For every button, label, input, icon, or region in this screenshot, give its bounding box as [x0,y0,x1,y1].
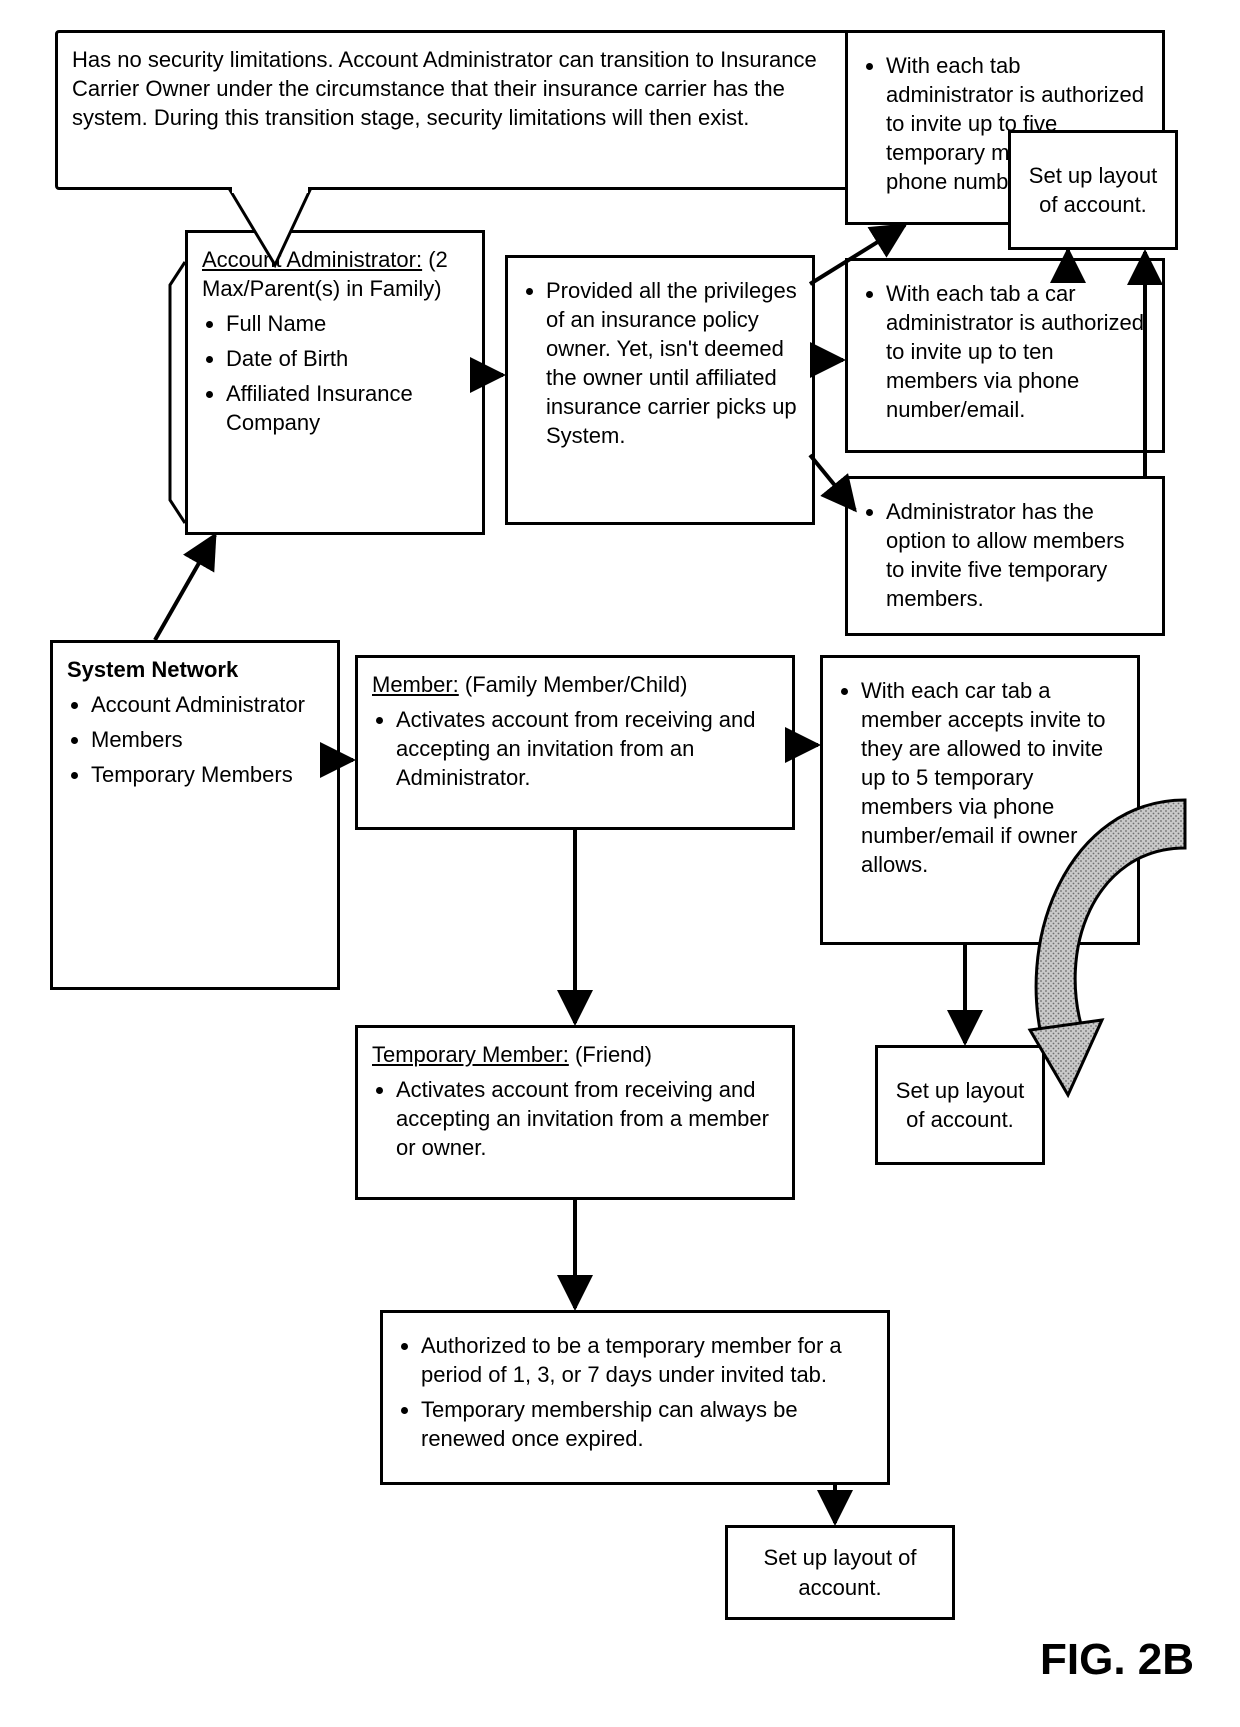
edge [155,535,215,640]
node-temp-auth: Authorized to be a temporary member for … [380,1310,890,1485]
text: Has no security limitations. Account Adm… [72,47,817,130]
list-item: Administrator has the option to allow me… [886,497,1148,613]
speech-bubble-top: Has no security limitations. Account Adm… [55,30,870,190]
node-admin-allow-five: Administrator has the option to allow me… [845,476,1165,636]
list-item: Full Name [226,309,468,338]
text: Set up layout of account. [892,1076,1028,1134]
list-item: Activates account from receiving and acc… [396,1075,778,1162]
list-item: Members [91,725,323,754]
node-system-network: System Network Account Administrator Mem… [50,640,340,990]
list-item: Provided all the privileges of an insura… [546,276,798,450]
subtitle: (Friend) [575,1042,652,1067]
list: Activates account from receiving and acc… [396,705,778,792]
list: Account Administrator Members Temporary … [91,690,323,789]
list: Authorized to be a temporary member for … [421,1331,873,1453]
node-member: Member: (Family Member/Child) Activates … [355,655,795,830]
title: System Network [67,657,238,682]
figure-label: FIG. 2B [1040,1635,1194,1685]
list-item: Temporary membership can always be renew… [421,1395,873,1453]
list-item: Authorized to be a temporary member for … [421,1331,873,1389]
node-member-car-five: With each car tab a member accepts invit… [820,655,1140,945]
list-item: Temporary Members [91,760,323,789]
list: With each tab a car administrator is aut… [886,279,1148,424]
node-temporary-member: Temporary Member: (Friend) Activates acc… [355,1025,795,1200]
list: With each car tab a member accepts invit… [861,676,1123,879]
title: Member: [372,672,459,697]
subtitle: (Family Member/Child) [465,672,687,697]
list-item: With each tab a car administrator is aut… [886,279,1148,424]
list: Provided all the privileges of an insura… [546,276,798,450]
node-setup-one: Set up layout of account. [1008,130,1178,250]
list: Activates account from receiving and acc… [396,1075,778,1162]
node-setup-two: Set up layout of account. [875,1045,1045,1165]
list-item: With each car tab a member accepts invit… [861,676,1123,879]
list-item: Account Administrator [91,690,323,719]
node-car-tab-ten: With each tab a car administrator is aut… [845,258,1165,453]
node-account-administrator: Account Administrator: (2 Max/Parent(s) … [185,230,485,535]
list: Full Name Date of Birth Affiliated Insur… [226,309,468,437]
title: Temporary Member: [372,1042,569,1067]
title: Account Administrator: [202,247,422,272]
text: FIG. 2B [1040,1635,1194,1684]
list-item: Activates account from receiving and acc… [396,705,778,792]
list-item: Affiliated Insurance Company [226,379,468,437]
list-item: Date of Birth [226,344,468,373]
text: Set up layout of account. [1025,161,1161,219]
text: Set up layout of account. [742,1543,938,1601]
node-setup-three: Set up layout of account. [725,1525,955,1620]
node-privileges: Provided all the privileges of an insura… [505,255,815,525]
list: Administrator has the option to allow me… [886,497,1148,613]
